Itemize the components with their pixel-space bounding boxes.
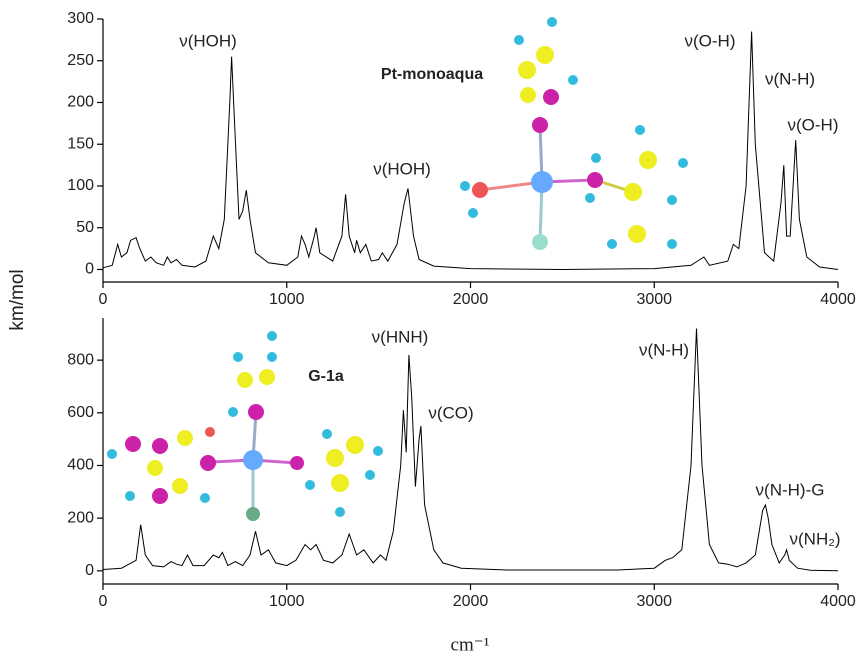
x-tick-label: 0 xyxy=(99,593,108,610)
x-tick-label: 1000 xyxy=(269,291,305,308)
peak-annotation: ν(NH₂) xyxy=(790,529,841,548)
y-tick-label: 200 xyxy=(67,94,94,111)
y-tick-label: 50 xyxy=(76,219,94,236)
chart: km/mol cm⁻¹ 0501001502002503000100020003… xyxy=(0,0,865,659)
molecule-g-1a xyxy=(107,331,383,521)
peak-annotation: ν(N-H) xyxy=(639,340,689,359)
panel-label: Pt-monoaqua xyxy=(381,66,483,83)
peak-annotation: ν(HNH) xyxy=(372,327,429,346)
x-axis-label: cm⁻¹ xyxy=(451,634,490,655)
y-tick-label: 0 xyxy=(85,562,94,579)
peak-annotation: ν(HOH) xyxy=(373,159,431,178)
y-tick-label: 150 xyxy=(67,135,94,152)
peak-annotation: ν(CO) xyxy=(428,403,473,422)
x-tick-label: 4000 xyxy=(820,291,856,308)
x-tick-label: 4000 xyxy=(820,593,856,610)
y-tick-label: 800 xyxy=(67,351,94,368)
y-tick-label: 200 xyxy=(67,509,94,526)
y-tick-label: 0 xyxy=(85,261,94,278)
y-axis-label: km/mol xyxy=(7,269,28,330)
y-tick-label: 100 xyxy=(67,177,94,194)
spectrum-line xyxy=(103,329,838,571)
y-tick-label: 300 xyxy=(67,10,94,27)
x-tick-label: 3000 xyxy=(636,291,672,308)
x-tick-label: 3000 xyxy=(636,593,672,610)
y-tick-label: 400 xyxy=(67,457,94,474)
x-tick-label: 2000 xyxy=(453,291,489,308)
peak-annotation: ν(N-H)-G xyxy=(756,480,825,499)
x-tick-label: 1000 xyxy=(269,593,305,610)
x-tick-label: 2000 xyxy=(453,593,489,610)
y-tick-label: 600 xyxy=(67,404,94,421)
peak-annotation: ν(O-H) xyxy=(788,115,839,134)
y-tick-label: 250 xyxy=(67,52,94,69)
x-tick-label: 0 xyxy=(99,291,108,308)
panel-label: G-1a xyxy=(308,368,344,385)
peak-annotation: ν(HOH) xyxy=(179,31,237,50)
peak-annotation: ν(N-H) xyxy=(765,69,815,88)
peak-annotation: ν(O-H) xyxy=(685,31,736,50)
molecule-pt-monoaqua xyxy=(460,17,688,250)
